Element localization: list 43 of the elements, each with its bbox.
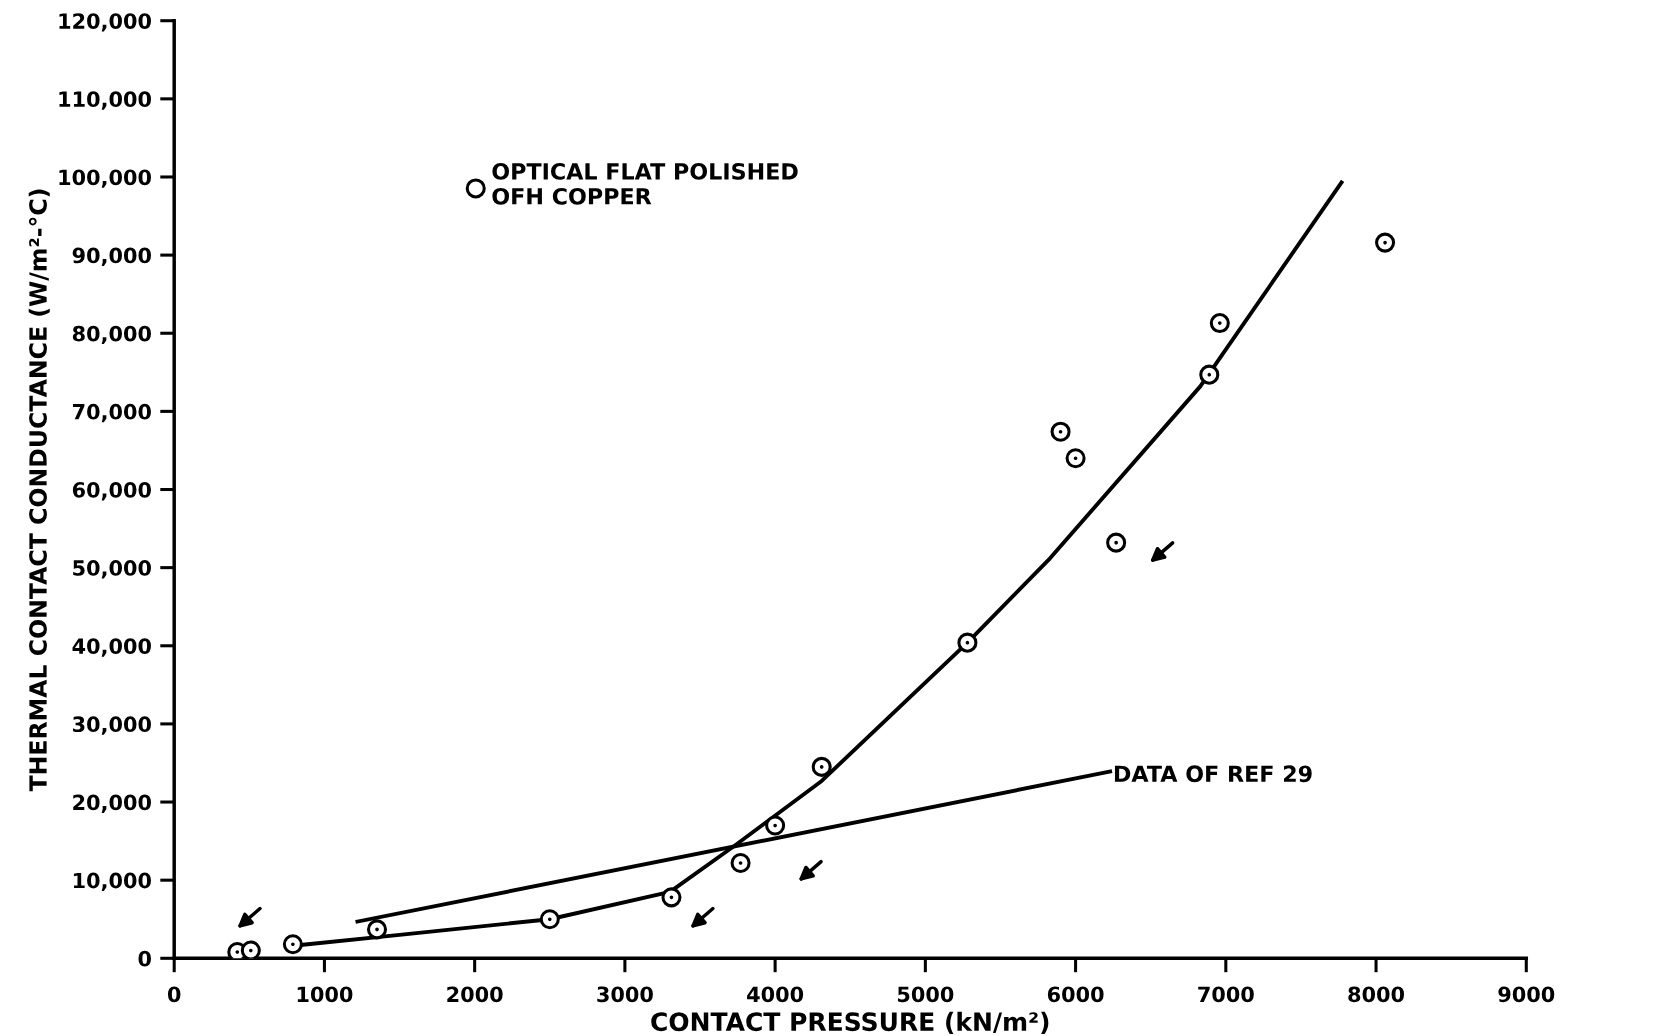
annotation: DATA OF REF 29 <box>1114 765 1312 783</box>
point <box>547 917 552 922</box>
point <box>1050 421 1071 442</box>
y-tick-label: 0 <box>138 950 151 967</box>
point <box>282 934 303 955</box>
legend-label: OPTICAL FLAT POLISHED OFH COPPER <box>492 163 798 205</box>
y-tick-label: 50,000 <box>73 560 151 579</box>
y-tick-label: 60,000 <box>72 481 151 501</box>
x-tick-label: 1000 <box>297 986 353 1003</box>
point <box>1106 532 1127 553</box>
x-tick-label: 8000 <box>1348 986 1405 1003</box>
x-tick-label: 0 <box>167 986 181 1003</box>
point <box>661 887 682 908</box>
y-tick-label: 10,000 <box>73 872 151 892</box>
point <box>539 909 560 930</box>
y-tick-label: 100,000 <box>59 169 151 188</box>
y-tick-label: 120,000 <box>59 13 151 32</box>
point <box>291 942 295 947</box>
point <box>1209 313 1230 334</box>
y-tick-label: 110,000 <box>59 91 151 110</box>
y-axis-title: THERMAL CONTACT CONDUCTANCE (W/m²-°C) <box>28 189 50 792</box>
point <box>1375 232 1396 253</box>
y-tick-label: 30,000 <box>72 716 151 735</box>
x-tick-label: 5000 <box>897 986 954 1003</box>
x-axis-title: CONTACT PRESSURE (kN/m²) <box>651 1011 1049 1035</box>
x-tick-label: 3000 <box>597 986 653 1003</box>
y-tick-label: 90,000 <box>72 247 151 266</box>
x-tick-label: 4000 <box>747 986 804 1003</box>
x-tick-label: 6000 <box>1047 986 1104 1003</box>
y-tick-label: 20,000 <box>73 794 151 813</box>
point <box>730 852 751 874</box>
x-tick-label: 9000 <box>1498 986 1555 1003</box>
x-tick-label: 2000 <box>447 986 503 1003</box>
y-tick-label: 40,000 <box>72 638 151 657</box>
point <box>1065 448 1086 469</box>
point <box>366 919 388 940</box>
y-tick-label: 70,000 <box>72 403 151 423</box>
point <box>1199 364 1220 385</box>
x-tick-label: 7000 <box>1198 986 1254 1003</box>
point <box>240 940 261 959</box>
y-tick-label: 80,000 <box>72 325 151 345</box>
point <box>811 756 832 777</box>
point <box>765 815 786 836</box>
